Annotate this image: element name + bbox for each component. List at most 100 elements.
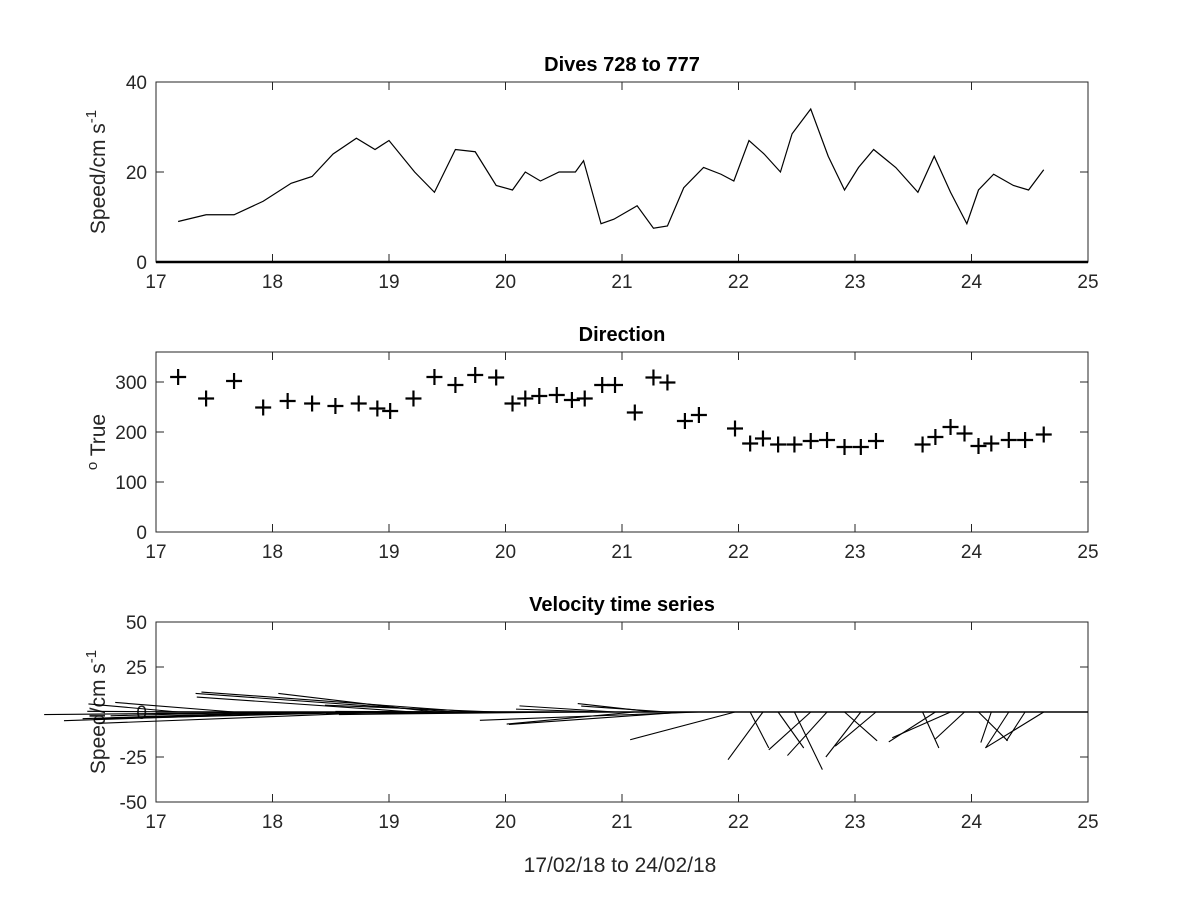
direction-point-marker [1035,426,1052,443]
velocity-vector-stick [196,696,414,713]
direction-point-marker [226,373,243,389]
velocity-x-tick-label: 23 [844,812,865,833]
direction-point-marker [727,420,744,437]
velocity-vector-stick [985,711,1010,749]
velocity-x-tick-label: 22 [728,812,749,833]
velocity-vector-stick [515,708,603,713]
velocity-vector-stick [793,711,823,770]
direction-point-marker [786,436,803,453]
direction-point-marker [852,439,869,455]
direction-point-marker [927,429,944,445]
velocity-y-tick-label: 25 [126,658,147,679]
direction-point-marker [382,403,399,419]
direction-point-marker [327,398,344,414]
speed-x-tick-label: 19 [378,272,399,293]
direction-point-marker [255,399,272,416]
velocity-vector-stick [980,711,992,743]
direction-plot-area [155,351,1089,533]
velocity-vector-stick [630,711,736,741]
direction-point-marker [867,433,884,449]
speed-panel: 17 18 19 20 21 22 23 24 25 0 20 40 Dives 728 to 777 S… [83,54,1099,293]
direction-point-marker [1017,432,1034,448]
velocity-y-tick-label: -50 [120,793,147,814]
direction-point-marker [690,407,707,423]
velocity-vector-stick [834,711,877,747]
velocity-vector-stick [978,711,1009,742]
velocity-y-tick-label: 50 [126,613,147,634]
direction-point-marker [970,438,987,454]
direction-x-tick-label: 21 [611,542,632,563]
velocity-x-tick-label: 19 [378,812,399,833]
direction-x-tick-label: 24 [961,542,983,563]
direction-point-marker [836,439,853,455]
direction-point-marker [426,369,443,385]
direction-point-marker [802,433,819,449]
speed-x-tick-label: 17 [145,272,166,293]
direction-point-marker [983,435,1000,452]
direction-point-marker [563,392,580,408]
direction-point-marker [645,369,662,386]
direction-panel: 17 18 19 20 21 22 23 24 25 0 100 200 300 Direction o T… [84,324,1099,563]
velocity-vector-stick [787,711,828,756]
direction-point-marker [676,413,693,429]
velocity-vector-stick [935,711,965,740]
velocity-vector-stick [87,710,207,713]
velocity-vector-stick [892,711,951,739]
speed-x-tick-label: 24 [961,272,983,293]
direction-point-marker [626,404,643,421]
velocity-vector-stick [844,711,878,742]
velocity-x-tick-label: 20 [495,812,516,833]
direction-point-marker [517,390,534,407]
velocity-vector-stick [98,711,391,724]
direction-point-marker [659,374,676,391]
direction-point-marker [198,390,215,407]
speed-title: Dives 728 to 777 [544,54,700,76]
velocity-y-axis-label: Speed/cm s-1 [83,650,110,774]
direction-point-marker [531,388,548,404]
speed-plot-area [155,81,1089,263]
velocity-y-tick-label: -25 [120,748,147,769]
velocity-vector-stick [88,703,179,713]
velocity-vector-stick [519,705,616,713]
velocity-vector-stick [749,711,770,749]
direction-y-axis-label: o True [84,414,110,470]
direction-y-tick-label: 100 [115,473,147,494]
speed-x-tick-label: 23 [844,272,865,293]
direction-x-tick-label: 17 [145,542,166,563]
speed-y-axis-label: Speed/cm s-1 [83,110,110,234]
direction-x-tick-label: 18 [262,542,283,563]
speed-series-line [177,107,1045,229]
speed-x-tick-label: 25 [1077,272,1098,293]
direction-point-marker [405,390,422,407]
speed-x-tick-label: 20 [495,272,516,293]
figure-x-axis-label: 17/02/18 to 24/02/18 [524,854,717,877]
direction-y-tick-label: 200 [115,423,147,444]
direction-point-marker [369,400,386,417]
direction-point-marker [304,395,321,412]
direction-point-marker [279,393,296,409]
direction-x-tick-label: 25 [1077,542,1098,563]
speed-y-tick-label: 40 [126,73,147,94]
velocity-x-tick-label: 18 [262,812,283,833]
direction-point-marker [467,367,484,383]
velocity-x-tick-label: 17 [145,812,166,833]
direction-point-marker [170,369,187,385]
velocity-vector-stick [581,705,668,713]
direction-point-marker [914,436,931,453]
velocity-title: Velocity time series [529,594,715,616]
direction-point-marker [504,395,521,412]
velocity-vector-stick [479,711,699,721]
velocity-vector-stick [888,711,936,743]
direction-x-tick-label: 19 [378,542,399,563]
velocity-vector-stick [985,711,1045,749]
direction-point-marker [350,395,367,412]
direction-point-marker [742,435,759,452]
direction-title: Direction [579,324,666,346]
velocity-x-tick-label: 25 [1077,812,1098,833]
velocity-vector-stick [1005,711,1026,742]
velocity-vector-stick [115,701,235,713]
velocity-vector-stick [506,711,635,725]
velocity-vector-stick [44,711,359,716]
